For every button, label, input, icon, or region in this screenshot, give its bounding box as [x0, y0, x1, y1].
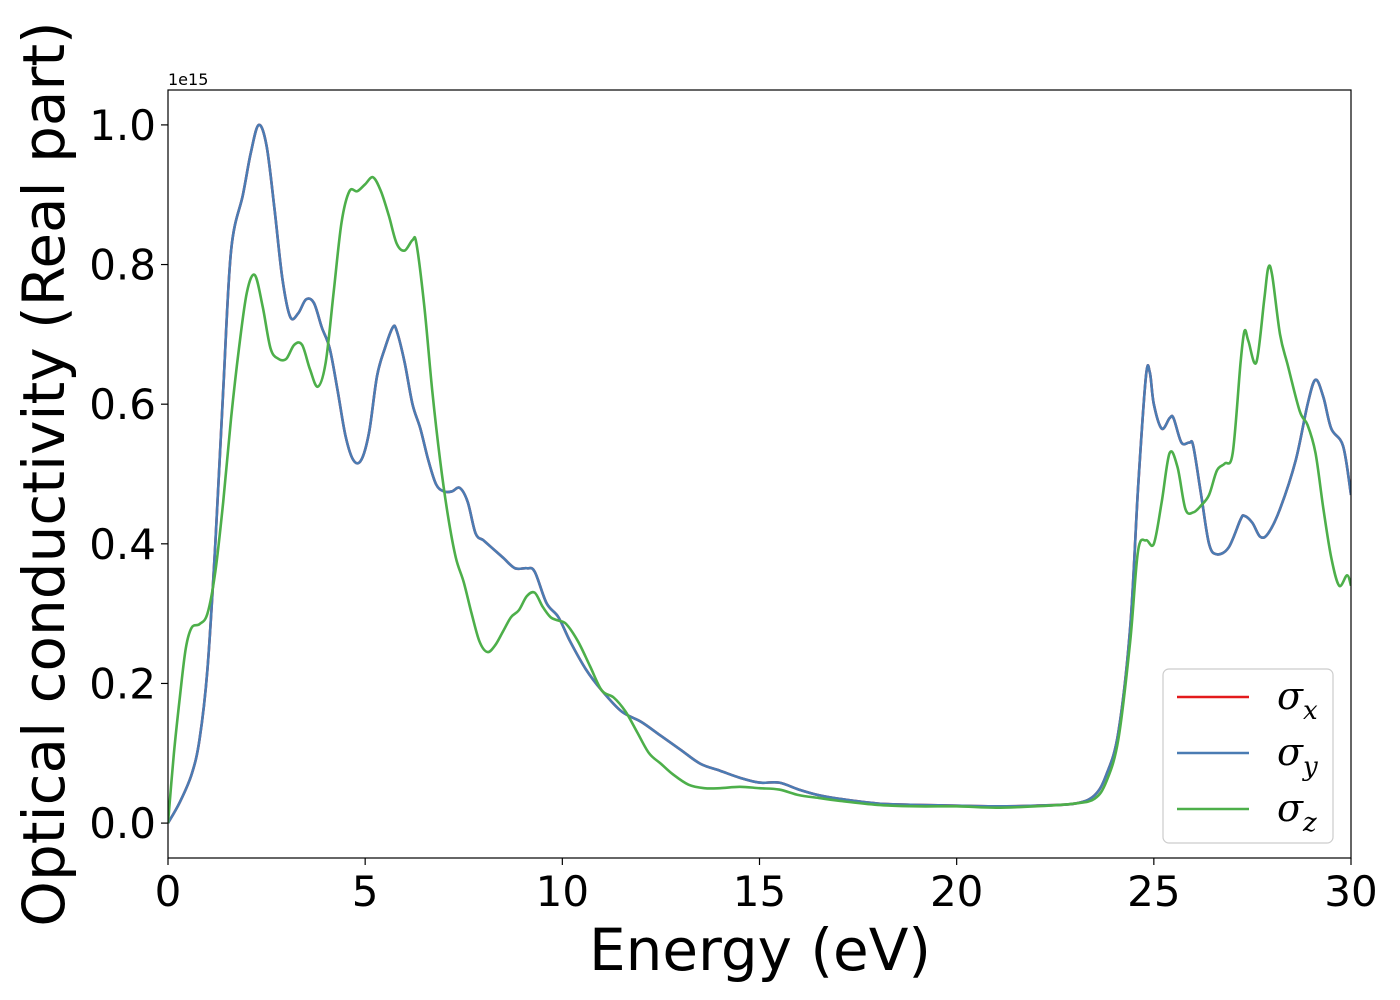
legend-label-x: σx: [1277, 674, 1318, 726]
x-tick-label: 0: [155, 867, 182, 916]
x-tick-label: 10: [536, 867, 589, 916]
y-tick-label: 0.0: [89, 799, 156, 848]
x-tick-label: 20: [930, 867, 983, 916]
x-tick-label: 25: [1127, 867, 1180, 916]
x-axis-title: Energy (eV): [589, 916, 931, 984]
y-tick-label: 0.4: [89, 520, 156, 569]
y-tick-label: 0.6: [89, 380, 156, 429]
legend-label-z: σz: [1277, 786, 1317, 838]
legend-box: [1162, 668, 1334, 844]
x-axis: 0 5 10 15 20 25 30: [155, 858, 1378, 916]
y-tick-label: 1.0: [89, 101, 156, 150]
y-tick-label: 0.2: [89, 659, 156, 708]
x-tick-label: 5: [352, 867, 379, 916]
legend-label-y: σy: [1277, 730, 1318, 782]
x-tick-label: 30: [1324, 867, 1377, 916]
y-tick-label: 0.8: [89, 241, 156, 290]
series-line-z: [168, 175, 1351, 824]
x-tick-label: 15: [733, 867, 786, 916]
offset-text: 1e15: [168, 70, 208, 89]
y-axis-title: Optical conductivity (Real part): [10, 21, 78, 926]
plot-area: [168, 123, 1351, 824]
y-axis: 0.0 0.2 0.4 0.6 0.8 1.0: [89, 101, 168, 848]
